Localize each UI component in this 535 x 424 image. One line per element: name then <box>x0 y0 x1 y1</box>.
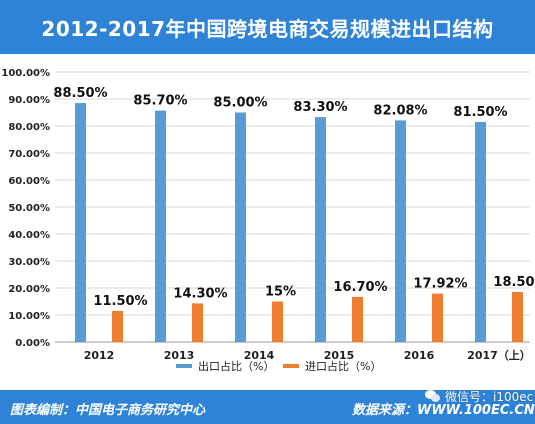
export-bar <box>315 117 326 342</box>
import-data-label: 14.30% <box>173 286 227 301</box>
import-data-label: 11.50% <box>93 294 147 309</box>
x-tick-label: 2015 <box>324 349 355 362</box>
y-tick-label: 80.00% <box>8 122 50 133</box>
x-tick-label: 2012 <box>84 349 115 362</box>
footer-bar: 图表编制：中国电子商务研究中心 数据来源：WWW.100EC.CN <box>0 390 535 424</box>
legend-label-export: 出口占比（%） <box>198 359 274 373</box>
footer-source: 数据来源：WWW.100EC.CN <box>352 403 535 418</box>
export-bar <box>395 120 406 342</box>
import-data-label: 15% <box>265 285 296 300</box>
import-data-label: 16.70% <box>333 280 387 295</box>
import-bar <box>432 293 443 342</box>
legend-swatch-import <box>283 364 299 368</box>
chart-title: 2012-2017年中国跨境电商交易规模进出口结构 <box>41 16 494 41</box>
import-bar <box>192 303 203 342</box>
import-data-label: 17.92% <box>413 277 467 292</box>
x-tick-label: 2016 <box>404 349 435 362</box>
y-tick-label: 60.00% <box>8 176 50 187</box>
import-data-label: 18.50% <box>493 275 535 290</box>
x-tick-label: 2013 <box>164 349 195 362</box>
y-tick-label: 10.00% <box>8 311 50 322</box>
export-bar <box>235 112 246 342</box>
export-data-label: 85.00% <box>213 96 267 111</box>
import-bar <box>272 301 283 342</box>
y-tick-label: 30.00% <box>8 257 50 268</box>
x-tick-label: 2014 <box>244 349 275 362</box>
export-bar <box>475 121 486 342</box>
export-data-label: 88.50% <box>53 86 107 101</box>
export-data-label: 83.30% <box>293 100 347 115</box>
watermark-text: 微信号：i100ec <box>445 390 534 404</box>
export-data-label: 81.50% <box>453 105 507 120</box>
export-data-label: 82.08% <box>373 103 427 118</box>
export-bar <box>75 103 86 342</box>
y-tick-label: 70.00% <box>8 149 50 160</box>
wechat-icon <box>425 390 441 403</box>
legend-label-import: 进口占比（%） <box>305 359 381 373</box>
export-bar <box>155 110 166 342</box>
y-tick-label: 90.00% <box>8 95 50 106</box>
y-tick-label: 40.00% <box>8 230 50 241</box>
y-tick-label: 0.00% <box>15 338 50 349</box>
y-tick-label: 20.00% <box>8 284 50 295</box>
import-bar <box>112 310 123 342</box>
bar-chart: 0.00% 10.00% 20.00% 30.00% 40.00% 50.00% 60.00… <box>1 68 535 373</box>
footer-credit: 图表编制：中国电子商务研究中心 <box>10 403 206 418</box>
x-tick-label: 2017（上） <box>467 348 531 362</box>
legend-swatch-export <box>176 364 192 368</box>
watermark: 微信号：i100ec <box>425 388 533 405</box>
import-bar <box>352 296 363 342</box>
import-bar <box>512 292 523 342</box>
title-bar: 2012-2017年中国跨境电商交易规模进出口结构 <box>0 0 535 54</box>
export-data-label: 85.70% <box>133 94 187 109</box>
y-tick-label: 100.00% <box>1 68 50 79</box>
y-tick-label: 50.00% <box>8 203 50 214</box>
